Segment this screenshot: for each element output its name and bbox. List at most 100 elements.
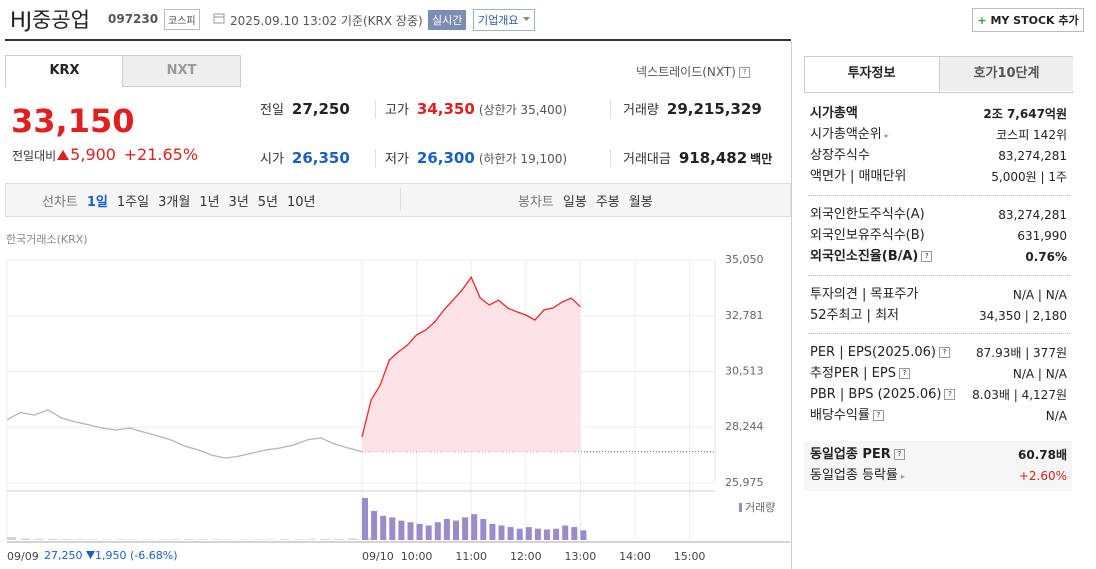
volume-bar bbox=[407, 522, 414, 540]
info-row: PER | EPS(2025.06)? 87.93배 | 377원 bbox=[810, 343, 1067, 363]
volume-bar bbox=[462, 517, 469, 540]
company-button[interactable]: 기업개요 bbox=[473, 9, 536, 31]
sidebar-tab[interactable]: 호가10단계 bbox=[939, 57, 1073, 91]
stock-name: HJ중공업 bbox=[10, 8, 90, 32]
info-value: 8.03배 | 4,127원 bbox=[972, 388, 1067, 402]
stock-code: 097230 bbox=[108, 12, 159, 26]
volume-bar bbox=[571, 527, 578, 540]
stat-value: 29,215,329 bbox=[666, 100, 762, 118]
period[interactable]: 3년 bbox=[228, 195, 249, 210]
period[interactable]: 3개월 bbox=[158, 195, 191, 210]
volume-bar bbox=[498, 525, 505, 540]
header-rule bbox=[5, 39, 791, 41]
period[interactable]: 1년 bbox=[199, 195, 220, 210]
volume-bar bbox=[398, 520, 405, 540]
info-label: 배당수익률 bbox=[810, 408, 870, 423]
info-value: N/A | N/A bbox=[1012, 288, 1067, 302]
period[interactable]: 1주일 bbox=[116, 195, 150, 210]
info-row: 상장주식수 83,274,281 bbox=[810, 146, 1067, 166]
current-price: 33,150 bbox=[11, 102, 135, 140]
volume-bar bbox=[416, 523, 423, 540]
volume-bar bbox=[516, 528, 523, 540]
volume-bar bbox=[453, 520, 459, 540]
volume-bar bbox=[211, 539, 221, 540]
volume-bar bbox=[489, 523, 496, 540]
period[interactable]: 10년 bbox=[287, 195, 316, 210]
volume-bar bbox=[371, 510, 378, 540]
x-tick-label: 13:00 bbox=[565, 550, 597, 563]
section-divider bbox=[808, 275, 1070, 276]
line-periods: 선차트 1일 1주일 3개월 1년 3년 5년 10년 bbox=[42, 191, 325, 210]
x-tick-label: 15:00 bbox=[674, 550, 706, 563]
price-line bbox=[6, 409, 363, 459]
separator bbox=[375, 149, 376, 167]
info-value: 5,000원 | 1주 bbox=[991, 170, 1067, 184]
info-row: 외국인소진율(B/A)? 0.76% bbox=[810, 247, 1067, 267]
info-icon: ? bbox=[938, 347, 950, 358]
nxt-link-label: 넥스트레이드(NXT) bbox=[636, 65, 736, 79]
info-icon: ? bbox=[898, 368, 910, 379]
info-label: 동일업종 등락률 bbox=[810, 468, 898, 483]
volume-bar bbox=[334, 538, 344, 540]
info-label: 투자의견 | 목표주가 bbox=[810, 287, 919, 302]
stat-value: 34,350 bbox=[416, 100, 475, 118]
info-label: 추정PER | EPS bbox=[810, 366, 896, 381]
arrow-icon: ▸ bbox=[884, 131, 889, 140]
volume-bar bbox=[525, 527, 532, 540]
stat: 시가 26,350 bbox=[260, 148, 350, 167]
summary-box bbox=[804, 441, 1072, 491]
info-row: 동일업종 등락률 ▸ +2.60% bbox=[810, 466, 1067, 486]
period[interactable]: 5년 bbox=[257, 195, 279, 210]
nxt-link[interactable]: 넥스트레이드(NXT)? bbox=[636, 63, 750, 80]
info-row: 투자의견 | 목표주가 N/A | N/A bbox=[810, 285, 1067, 305]
info-value: 코스피 142위 bbox=[996, 128, 1067, 142]
info-row: 시가총액 2조 7,647억원 bbox=[810, 104, 1067, 124]
volume-bar bbox=[88, 539, 98, 540]
volume-bar bbox=[184, 539, 194, 540]
period[interactable]: 주봉 bbox=[595, 195, 620, 210]
stat: 고가 34,350 (상한가 35,400) bbox=[385, 99, 567, 118]
section-divider bbox=[808, 195, 1070, 196]
my-stock-label: MY STOCK 추가 bbox=[990, 14, 1079, 27]
volume-bar bbox=[471, 514, 478, 540]
prev-pct: (-6.68%) bbox=[130, 549, 178, 562]
volume-bar bbox=[47, 539, 57, 540]
x-tick-label: 10:00 bbox=[401, 550, 433, 563]
stat-label: 거래량 bbox=[623, 103, 659, 118]
volume-bar bbox=[348, 538, 358, 540]
stat-label: 거래대금 bbox=[623, 152, 671, 167]
tab-nxt[interactable]: NXT bbox=[122, 55, 241, 87]
chart: 25,975 28,244 30,513 32,781 35,050 09/09 09/10… bbox=[6, 253, 790, 563]
info-label: 상장주식수 bbox=[810, 148, 870, 163]
volume-bar bbox=[380, 515, 387, 540]
stat: 저가 26,300 (하한가 19,100) bbox=[385, 148, 567, 167]
volume-bar bbox=[434, 522, 441, 540]
info-label: 액면가 | 매매단위 bbox=[810, 169, 907, 184]
change-pct: +21.65% bbox=[123, 145, 199, 164]
calendar-icon bbox=[213, 13, 225, 24]
period[interactable]: 일봉 bbox=[562, 195, 587, 210]
volume-bar bbox=[425, 525, 432, 540]
stat: 거래대금 918,482 백만 bbox=[623, 148, 772, 167]
chart-source: 한국거래소(KRX) bbox=[6, 233, 88, 246]
my-stock-button[interactable]: + MY STOCK 추가 bbox=[972, 8, 1084, 32]
period[interactable]: 월봉 bbox=[628, 195, 653, 210]
stat-label: 저가 bbox=[385, 152, 409, 167]
info-row: 추정PER | EPS? N/A | N/A bbox=[810, 364, 1067, 384]
volume-legend-swatch bbox=[739, 503, 742, 512]
period[interactable]: 1일 bbox=[86, 195, 108, 210]
separator bbox=[610, 100, 611, 118]
volume-bar bbox=[143, 539, 153, 540]
stat-value: 918,482 bbox=[678, 149, 748, 167]
info-row: 52주최고 | 최저 34,350 | 2,180 bbox=[810, 306, 1067, 326]
volume-bar bbox=[7, 537, 16, 540]
volume-bar bbox=[553, 528, 560, 540]
sidebar-tab[interactable]: 투자정보 bbox=[847, 66, 896, 81]
up-icon bbox=[57, 150, 70, 160]
tab-krx[interactable]: KRX bbox=[5, 55, 124, 87]
prev-change: 1,950 bbox=[95, 549, 127, 562]
volume-bar bbox=[20, 538, 30, 540]
price-line bbox=[361, 275, 581, 438]
info-label: 외국인보유주식수(B) bbox=[810, 228, 925, 243]
volume-bar bbox=[198, 539, 208, 540]
